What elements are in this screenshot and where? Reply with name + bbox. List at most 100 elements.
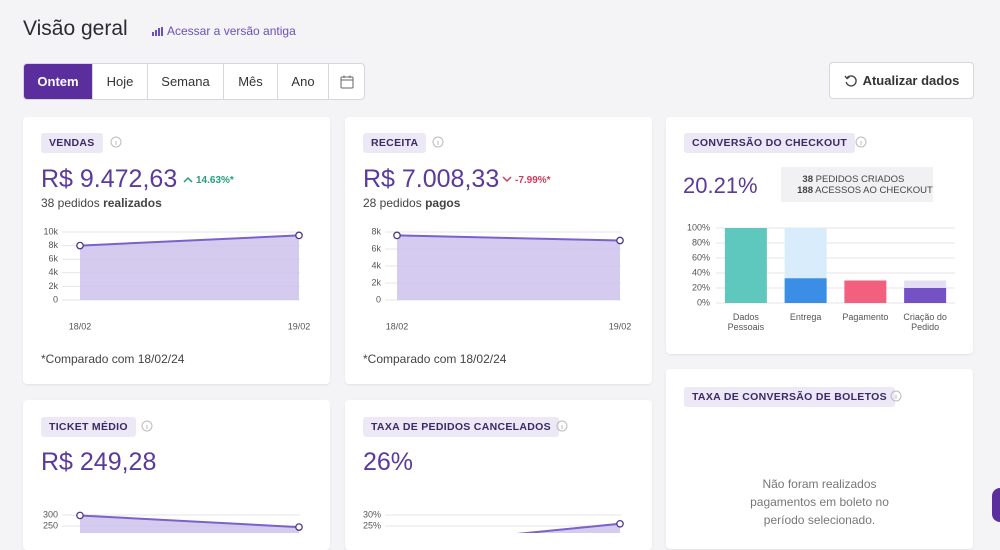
card-value: R$ 7.008,33 xyxy=(363,165,500,193)
bar xyxy=(724,228,767,303)
point xyxy=(393,231,401,240)
point xyxy=(616,519,624,528)
point xyxy=(76,241,84,250)
x-tick-label: 19/02 xyxy=(288,321,311,331)
card-subtitle: 28 pedidos pagos xyxy=(363,196,460,210)
calendar-button[interactable] xyxy=(329,64,364,99)
x-tick-label: Entrega xyxy=(789,312,822,322)
y-tick-label: 300 xyxy=(43,509,58,519)
subtitle-bold: realizados xyxy=(103,196,162,210)
y-tick-label: 80% xyxy=(692,237,710,247)
stat-label: ACESSOS AO CHECKOUT xyxy=(815,184,933,196)
card-value: R$ 249,28 xyxy=(41,448,157,476)
x-tick-label: 19/02 xyxy=(609,321,632,331)
info-icon xyxy=(855,136,867,148)
stat-number: 38 xyxy=(802,173,813,185)
stat-number: 188 xyxy=(797,184,813,196)
trend-arrow xyxy=(502,176,512,183)
card-label: VENDAS xyxy=(41,133,103,153)
y-tick-label: 8k xyxy=(48,240,58,250)
info-icon xyxy=(141,420,153,432)
card-change: -7.99%* xyxy=(502,175,551,186)
x-tick-label: Pagamento xyxy=(842,312,889,322)
stat-label: PEDIDOS CRIADOS xyxy=(815,173,905,185)
y-tick-label: 40% xyxy=(692,267,710,277)
chat-widget[interactable] xyxy=(992,488,1000,522)
card-change: 14.63%* xyxy=(183,175,234,186)
y-tick-label: 100% xyxy=(687,222,710,232)
point xyxy=(295,231,303,240)
x-tick-label: Criação do Pedido xyxy=(903,312,947,332)
point xyxy=(295,523,303,531)
card-footnote: *Comparado com 18/02/24 xyxy=(363,352,507,366)
period-tab[interactable]: Ontem xyxy=(24,64,93,99)
line xyxy=(79,514,300,529)
y-tick-label: 25% xyxy=(363,520,381,530)
subtitle-bold: pagos xyxy=(425,196,461,210)
info-icon xyxy=(556,420,568,432)
area xyxy=(397,235,620,300)
x-tick-label: 18/02 xyxy=(386,321,409,331)
area xyxy=(80,235,299,300)
y-tick-label: 10k xyxy=(43,226,58,236)
point xyxy=(616,236,624,245)
line xyxy=(79,234,300,247)
boleto-card: TAXA DE CONVERSÃO DE BOLETOS Não foram r… xyxy=(666,369,973,549)
line xyxy=(516,522,621,533)
period-tab[interactable]: Mês xyxy=(224,64,278,99)
y-tick-label: 20% xyxy=(692,282,710,292)
card-label: TAXA DE PEDIDOS CANCELADOS xyxy=(363,417,559,437)
card-label: TAXA DE CONVERSÃO DE BOLETOS xyxy=(684,387,895,407)
y-tick-label: 8k xyxy=(371,226,381,236)
page: Visão geral Acessar a versão antiga Onte… xyxy=(23,17,1000,550)
refresh-label: Atualizar dados xyxy=(862,73,960,88)
page-title: Visão geral xyxy=(23,17,128,40)
y-tick-label: 6k xyxy=(48,254,58,264)
area xyxy=(526,523,620,533)
subtitle-text: 28 pedidos xyxy=(363,196,422,210)
period-tab[interactable]: Ano xyxy=(278,64,329,99)
subtitle-text: 38 pedidos xyxy=(41,196,100,210)
card-label: RECEITA xyxy=(363,133,427,153)
y-tick-label: 60% xyxy=(692,252,710,262)
y-tick-label: 4k xyxy=(48,267,58,277)
y-tick-label: 250 xyxy=(43,520,58,530)
period-tab[interactable]: Semana xyxy=(148,64,224,99)
y-tick-label: 4k xyxy=(371,260,381,270)
stat-row: 38 PEDIDOS CRIADOS xyxy=(793,174,933,185)
link-text: Acessar a versão antiga xyxy=(167,24,296,38)
card-footnote: *Comparado com 18/02/24 xyxy=(41,352,185,366)
y-tick-label: 0 xyxy=(376,294,381,304)
y-tick-label: 6k xyxy=(371,243,381,253)
card-value: 20.21% xyxy=(683,173,758,198)
bar xyxy=(844,280,887,303)
stat-row: 188 ACESSOS AO CHECKOUT xyxy=(793,185,933,196)
card-subtitle: 38 pedidos realizados xyxy=(41,196,162,210)
period-tab[interactable]: Hoje xyxy=(93,64,148,99)
refresh-icon xyxy=(844,74,857,87)
info-icon xyxy=(890,390,902,402)
y-tick-label: 2k xyxy=(371,277,381,287)
area xyxy=(80,515,299,533)
card-label: TICKET MÉDIO xyxy=(41,417,136,437)
line xyxy=(396,234,621,242)
x-tick-label: 18/02 xyxy=(69,321,92,331)
info-icon xyxy=(432,136,444,148)
card-value: 26% xyxy=(363,448,414,476)
change-text: 14.63%* xyxy=(196,175,234,186)
ticket-card: TICKET MÉDIO R$ 249,28 xyxy=(23,400,330,550)
empty-message: Não foram realizados pagamentos em bolet… xyxy=(750,477,889,527)
y-tick-label: 2k xyxy=(48,281,58,291)
change-text: -7.99%* xyxy=(515,175,551,186)
x-tick-label: Dados Pessoais xyxy=(727,312,765,332)
y-tick-label: 30% xyxy=(363,509,381,519)
y-tick-label: 0% xyxy=(697,297,710,307)
info-icon xyxy=(110,136,122,148)
card-label: CONVERSÃO DO CHECKOUT xyxy=(684,133,856,153)
charts-layer: 0 2k 4k 6k 8k 10k 18/02 19/02 0 2k 4k 6k 8k 18/02 19/0… xyxy=(43,222,955,533)
point xyxy=(76,511,84,520)
refresh-button[interactable]: Atualizar dados xyxy=(829,62,974,99)
period-tabs: Ontem Hoje Semana Mês Ano xyxy=(23,63,365,100)
old-version-link[interactable]: Acessar a versão antiga xyxy=(152,24,296,38)
link-icon xyxy=(152,26,163,36)
